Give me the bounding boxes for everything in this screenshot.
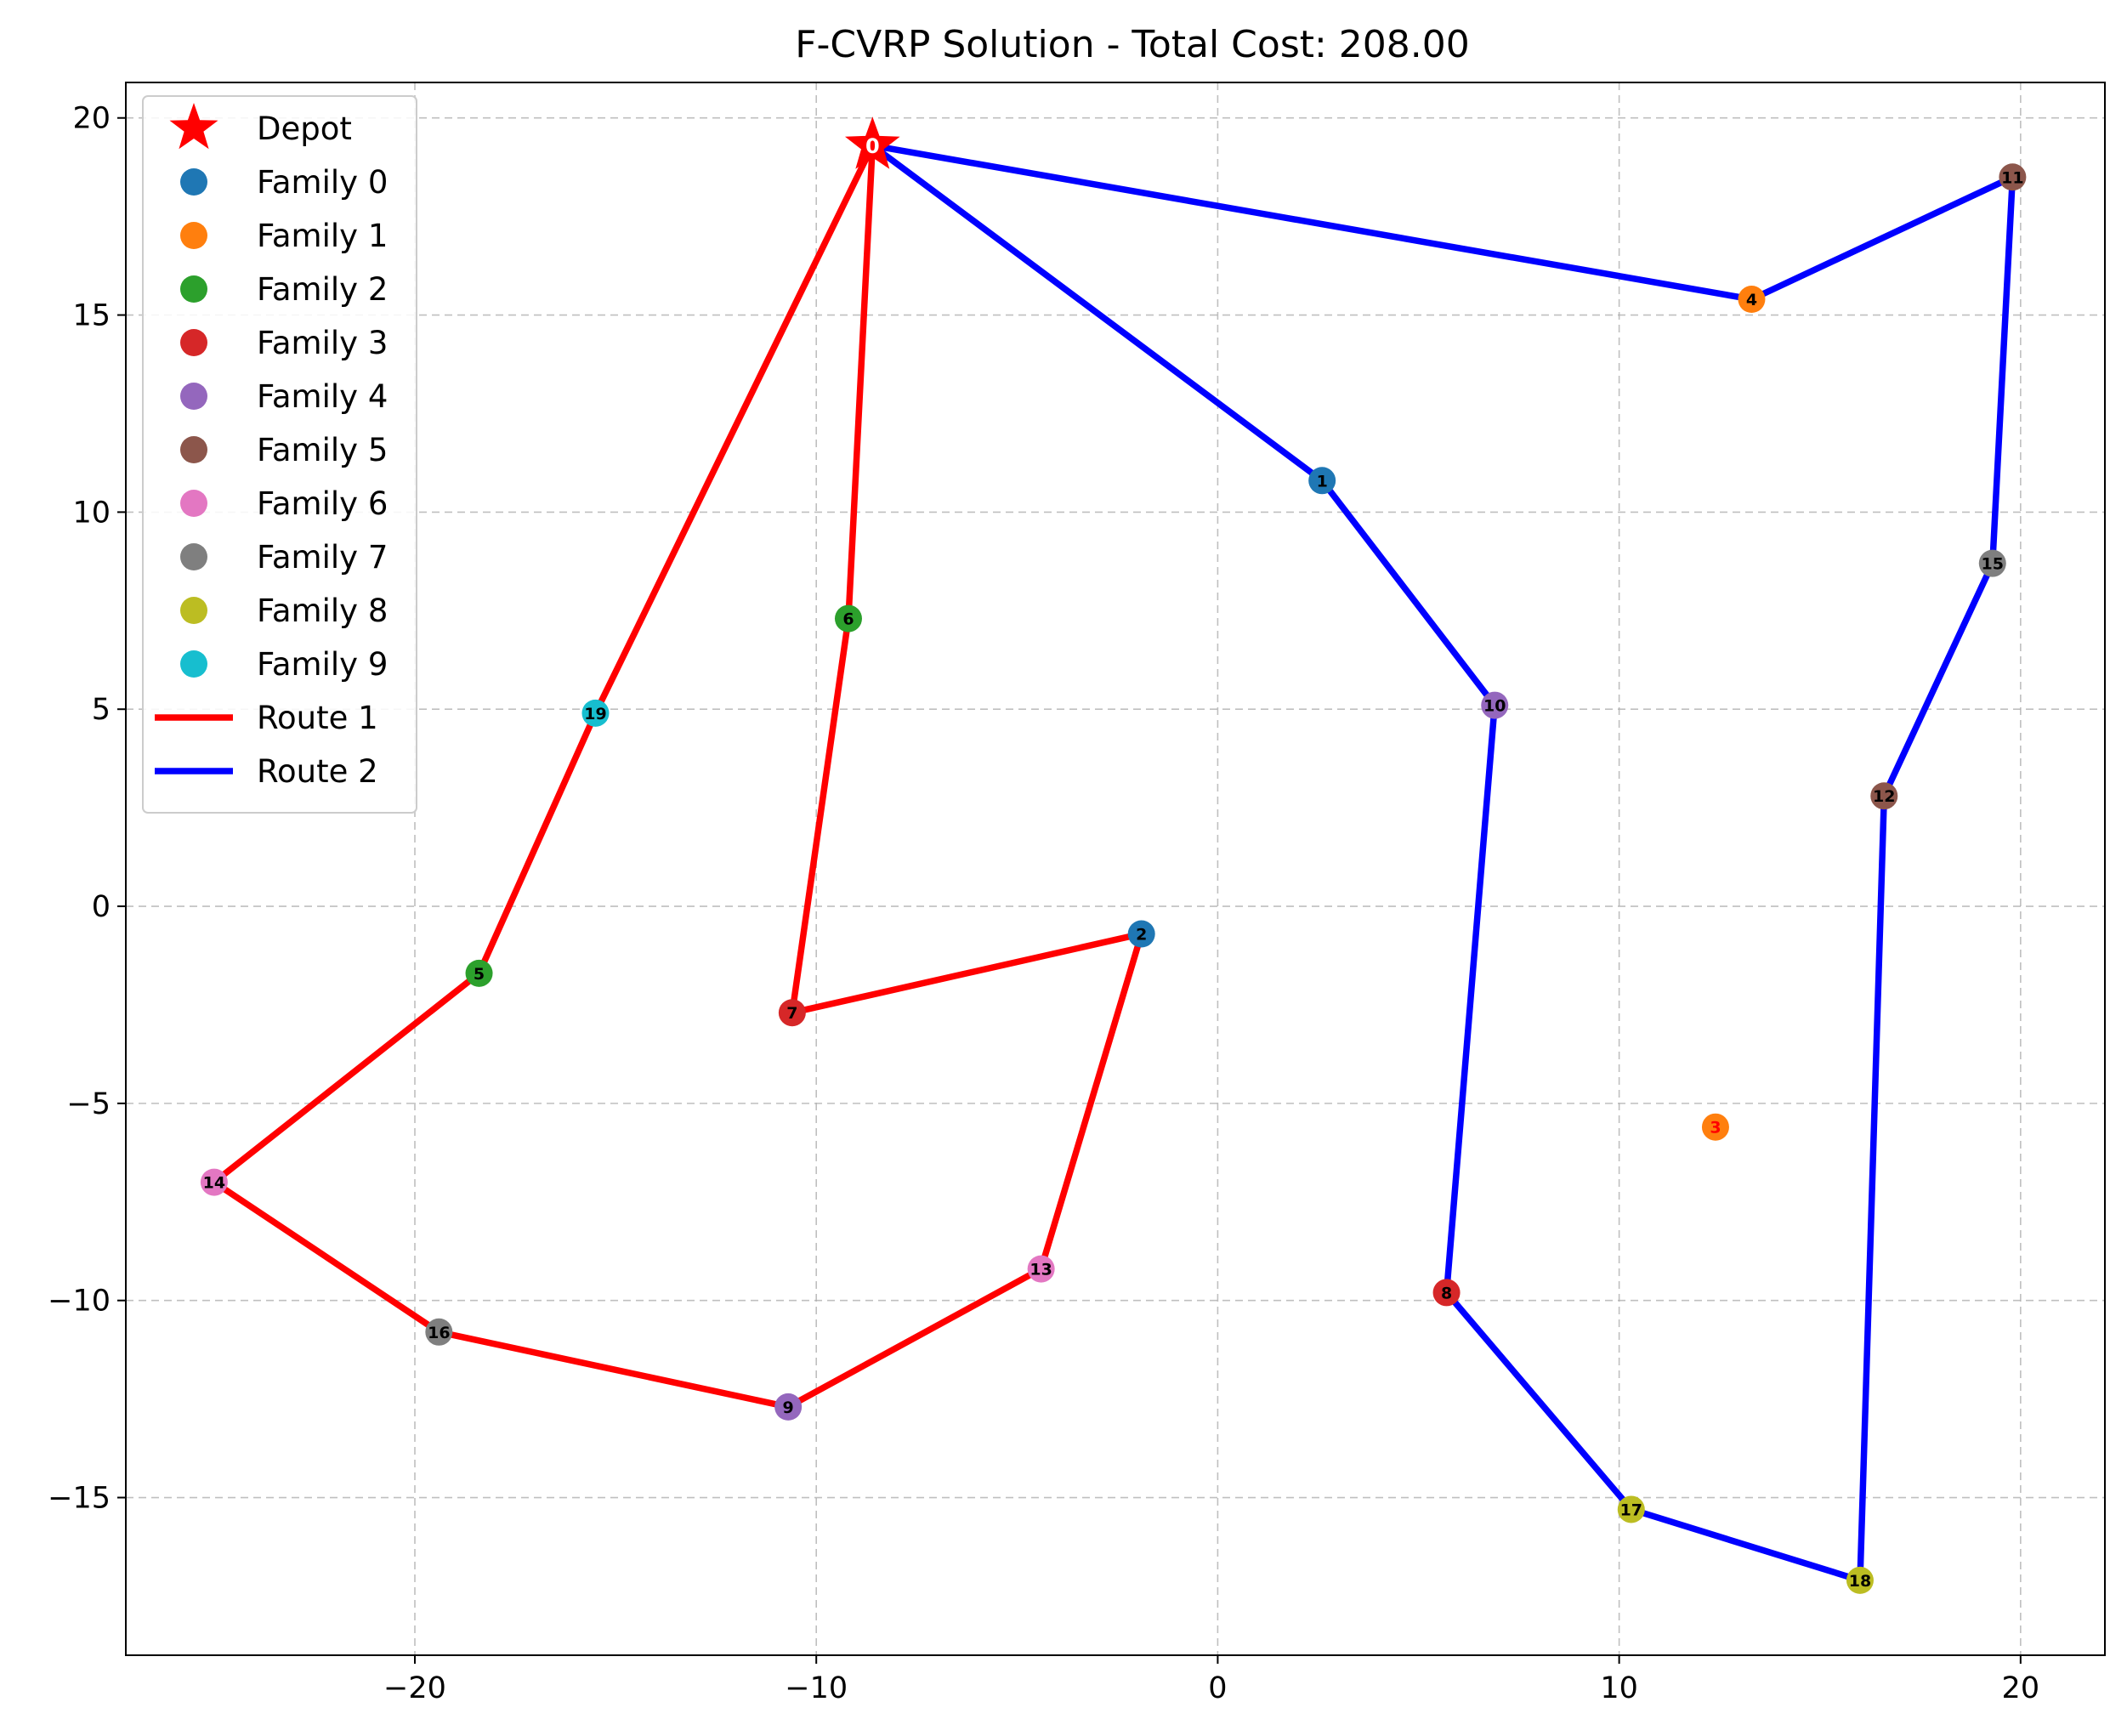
legend-label-family-7: Family 7 xyxy=(257,539,388,576)
legend-marker-family-4 xyxy=(180,383,207,410)
y-tick-label: 5 xyxy=(92,693,111,727)
customer-label-12: 12 xyxy=(1873,787,1895,806)
depot-label: 0 xyxy=(865,134,880,158)
legend-box xyxy=(142,95,417,814)
customer-point-17 xyxy=(1617,1495,1645,1523)
customer-label-1: 1 xyxy=(1317,472,1328,491)
customer-label-14: 14 xyxy=(203,1174,225,1193)
customer-point-10 xyxy=(1481,691,1509,719)
customer-label-4: 4 xyxy=(1746,291,1757,309)
legend-marker-family-7 xyxy=(180,543,207,570)
customer-label-11: 11 xyxy=(2001,168,2023,187)
customer-label-6: 6 xyxy=(842,610,854,629)
legend-label-family-0: Family 0 xyxy=(257,164,388,201)
customer-label-18: 18 xyxy=(1849,1572,1871,1591)
legend-marker-family-2 xyxy=(180,275,207,303)
legend-label-family-9: Family 9 xyxy=(257,646,388,683)
legend-label-family-5: Family 5 xyxy=(257,432,388,468)
y-tick-label: −10 xyxy=(48,1285,111,1319)
customer-label-9: 9 xyxy=(783,1398,794,1417)
customer-point-5 xyxy=(465,959,493,987)
customer-point-15 xyxy=(1978,549,2006,577)
x-tick-label: −20 xyxy=(383,1671,446,1705)
legend-label-family-4: Family 4 xyxy=(257,378,388,415)
customer-point-7 xyxy=(778,999,806,1027)
customer-point-13 xyxy=(1027,1255,1055,1283)
customer-point-19 xyxy=(581,699,610,727)
y-tick-label: −15 xyxy=(48,1482,111,1516)
x-tick-label: −10 xyxy=(785,1671,848,1705)
customer-label-17: 17 xyxy=(1620,1501,1642,1519)
legend-marker-depot xyxy=(169,103,218,150)
x-tick-label: 10 xyxy=(1600,1671,1638,1705)
customer-point-14 xyxy=(200,1168,228,1196)
x-tick-label: 20 xyxy=(2002,1671,2040,1705)
legend-marker-family-8 xyxy=(180,597,207,624)
customer-point-3 xyxy=(1701,1113,1729,1141)
legend-label-family-2: Family 2 xyxy=(257,271,388,308)
customer-label-3: 3 xyxy=(1710,1119,1721,1137)
depot-star xyxy=(845,116,900,169)
y-tick-label: 0 xyxy=(92,890,111,924)
legend-label-depot: Depot xyxy=(257,111,352,147)
plot-frame xyxy=(125,82,2106,1656)
y-tick-label: −5 xyxy=(66,1087,111,1121)
legend-label-family-8: Family 8 xyxy=(257,593,388,629)
customer-point-11 xyxy=(1999,163,2027,191)
customer-label-16: 16 xyxy=(428,1324,450,1342)
legend-marker-family-9 xyxy=(180,650,207,678)
y-tick-label: 10 xyxy=(72,496,111,530)
legend: Depot Family 0 Family 1 Family 2 Family 3 Fam… xyxy=(142,95,417,814)
customer-point-4 xyxy=(1738,286,1766,314)
legend-label-family-1: Family 1 xyxy=(257,218,388,254)
customer-point-6 xyxy=(834,604,862,633)
customer-point-18 xyxy=(1846,1566,1874,1594)
y-tick-label: 15 xyxy=(72,299,111,333)
customer-label-5: 5 xyxy=(474,965,485,984)
legend-marker-family-5 xyxy=(180,436,207,463)
customer-point-1 xyxy=(1308,467,1336,495)
legend-marker-family-6 xyxy=(180,490,207,517)
legend-marker-family-0 xyxy=(180,168,207,196)
nodes xyxy=(200,116,2027,1594)
customer-label-10: 10 xyxy=(1483,697,1506,716)
customer-label-19: 19 xyxy=(584,705,606,723)
customer-point-9 xyxy=(774,1393,803,1421)
customer-point-2 xyxy=(1127,920,1155,948)
legend-marker-family-3 xyxy=(180,329,207,356)
legend-label-route-1: Route 1 xyxy=(257,700,378,736)
customer-label-8: 8 xyxy=(1441,1284,1452,1302)
legend-label-family-6: Family 6 xyxy=(257,485,388,522)
legend-marker-family-1 xyxy=(180,222,207,249)
customer-label-7: 7 xyxy=(786,1004,797,1023)
customer-point-16 xyxy=(425,1318,453,1346)
legend-label-family-3: Family 3 xyxy=(257,325,388,361)
customer-label-13: 13 xyxy=(1029,1261,1052,1279)
customer-point-8 xyxy=(1432,1279,1461,1307)
customer-point-12 xyxy=(1870,782,1898,810)
customer-label-15: 15 xyxy=(1982,555,2004,574)
x-tick-label: 0 xyxy=(1208,1671,1227,1705)
legend-label-route-2: Route 2 xyxy=(257,753,378,790)
customer-label-2: 2 xyxy=(1136,926,1147,945)
y-tick-label: 20 xyxy=(72,102,111,136)
chart-title: F-CVRP Solution - Total Cost: 208.00 xyxy=(795,23,1470,66)
